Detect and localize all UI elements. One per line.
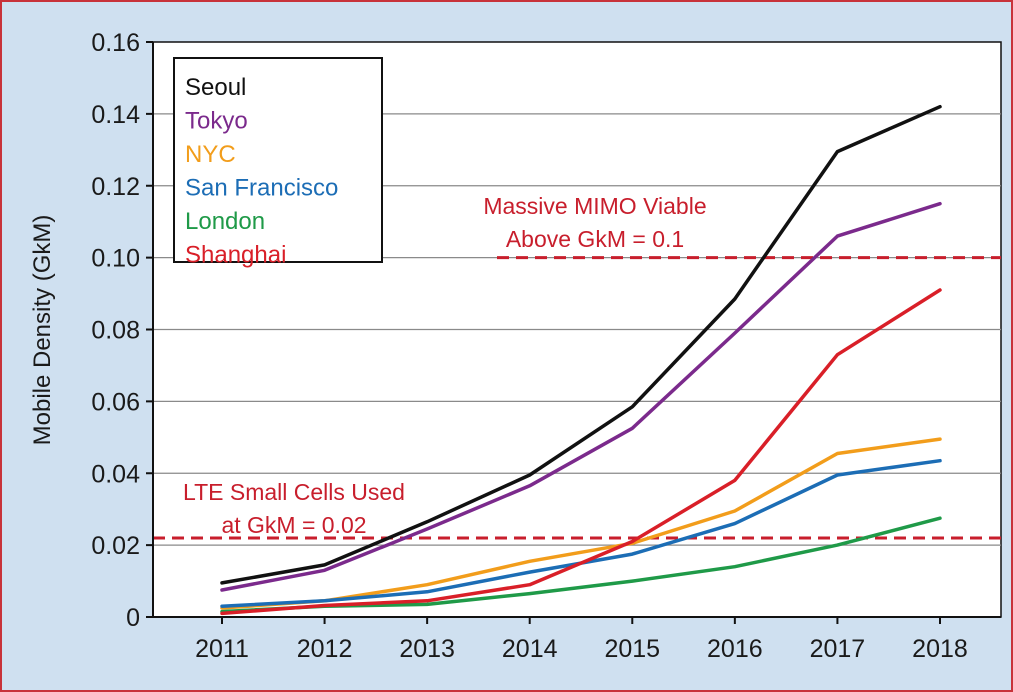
x-tick-label: 2018 [912, 635, 968, 663]
legend-item-tokyo: Tokyo [185, 108, 248, 135]
x-tick-label: 2015 [604, 635, 660, 663]
series-lines [220, 104, 942, 616]
legend-box [173, 57, 383, 263]
y-tick-labels: 0 0.02 0.04 0.06 0.08 0.10 0.12 0.14 0.16 [91, 29, 140, 632]
y-tick-label: 0.16 [91, 29, 140, 57]
legend-item-san-francisco: San Francisco [185, 175, 338, 202]
legend-item-nyc: NYC [185, 141, 236, 168]
reference-lines: Massive MIMO Viable Above GkM = 0.1 LTE Sm… [153, 193, 1001, 540]
y-tick-label: 0 [126, 604, 140, 632]
x-tick-labels: 2011 2012 2013 2014 2015 2016 2017 2018 [195, 635, 968, 663]
series-line-seoul [220, 104, 942, 585]
y-tick-label: 0.14 [91, 101, 140, 129]
y-tick-label: 0.02 [91, 532, 140, 560]
y-axis-label: Mobile Density (GkM) [29, 215, 56, 446]
reference-annotation-line2: at GkM = 0.02 [221, 512, 366, 538]
reference-annotation-line1: Massive MIMO Viable [483, 193, 706, 219]
x-tick-label: 2011 [195, 635, 249, 663]
x-tick-label: 2013 [399, 635, 455, 663]
x-tick-label: 2014 [502, 635, 558, 663]
y-tick-label: 0.12 [91, 173, 140, 201]
legend-item-seoul: Seoul [185, 74, 246, 101]
x-tick-label: 2017 [810, 635, 866, 663]
series-line-tokyo [220, 201, 942, 592]
x-tick-label: 2012 [297, 635, 353, 663]
legend-item-london: London [185, 208, 265, 235]
y-tick-label: 0.04 [91, 460, 140, 488]
reference-annotation-line2: Above GkM = 0.1 [506, 226, 684, 252]
legend-item-shanghai: Shanghai [185, 242, 286, 269]
axes [152, 42, 1001, 618]
y-tick-label: 0.10 [91, 245, 140, 273]
y-tick-label: 0.08 [91, 317, 140, 345]
y-tick-label: 0.06 [91, 388, 140, 416]
series-line-shanghai [220, 288, 942, 616]
reference-annotation-line1: LTE Small Cells Used [183, 479, 405, 505]
x-tick-label: 2016 [707, 635, 763, 663]
legend: Seoul Tokyo NYC San Francisco London Shanghai [173, 57, 383, 269]
